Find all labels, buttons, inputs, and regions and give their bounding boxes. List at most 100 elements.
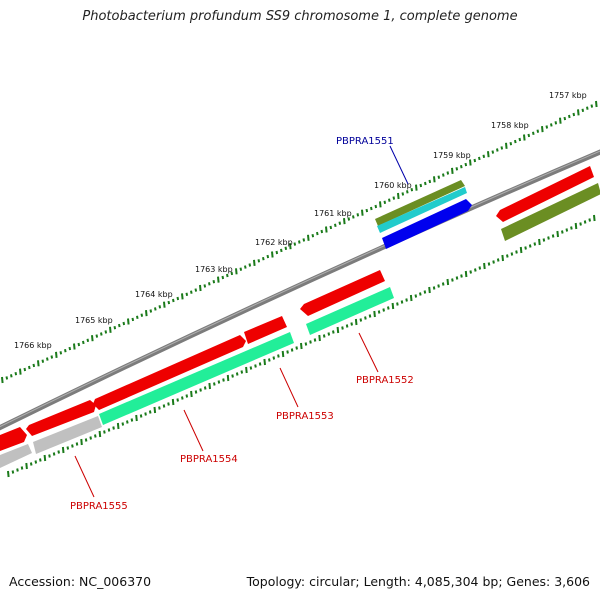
minor-tick [374, 204, 378, 209]
minor-tick [185, 292, 189, 296]
gene-feature[interactable] [501, 183, 600, 241]
gene-feature[interactable] [306, 287, 394, 335]
minor-tick [172, 298, 175, 303]
gene-feature[interactable] [33, 416, 102, 454]
cds-feature[interactable] [382, 199, 472, 249]
minor-tick [311, 234, 315, 238]
cds-feature[interactable] [0, 427, 27, 451]
minor-tick [280, 248, 283, 253]
minor-tick [345, 324, 349, 328]
minor-tick [71, 444, 74, 448]
minor-tick [208, 282, 211, 286]
major-tick [307, 234, 310, 241]
minor-tick [84, 438, 88, 442]
minor-tick [406, 190, 409, 194]
minor-tick [122, 321, 126, 326]
minor-tick [212, 280, 216, 284]
minor-tick [474, 268, 477, 272]
minor-tick [131, 317, 135, 322]
gene-feature[interactable] [377, 187, 467, 233]
minor-tick [94, 434, 97, 438]
minor-tick [167, 300, 171, 305]
minor-tick [167, 402, 170, 406]
minor-tick [221, 275, 225, 280]
major-tick [523, 134, 526, 141]
gene-feature[interactable] [0, 444, 32, 468]
scale-labels: 1757 kbp 1758 kbp 1759 kbp 1760 kbp 1761 kbp… [14, 91, 587, 350]
minor-tick [222, 378, 225, 382]
minor-tick [50, 355, 54, 359]
gene-feature[interactable] [375, 180, 465, 226]
minor-tick [320, 229, 324, 234]
minor-tick [327, 332, 331, 336]
minor-tick [405, 298, 408, 302]
minor-tick [226, 273, 229, 278]
gene-label-pbpra1553[interactable]: PBPRA1553 [276, 411, 334, 422]
minor-tick [130, 418, 134, 422]
scale-label: 1766 kbp [14, 341, 52, 350]
cds-feature[interactable] [244, 316, 287, 344]
minor-tick [487, 262, 491, 266]
minor-tick [338, 221, 342, 225]
major-tick [163, 301, 166, 308]
minor-tick [41, 359, 45, 363]
major-tick [226, 374, 230, 382]
gene-feature[interactable] [99, 332, 294, 425]
minor-tick [364, 316, 367, 320]
minor-tick [293, 242, 297, 246]
minor-tick [551, 234, 555, 238]
major-tick [538, 238, 541, 246]
cds-feature[interactable] [496, 166, 594, 222]
minor-tick [217, 380, 221, 384]
minor-tick [176, 296, 180, 301]
minor-tick [284, 246, 288, 250]
minor-tick [57, 450, 60, 454]
minor-tick [113, 326, 117, 330]
major-tick [55, 351, 58, 358]
scale-label: 1763 kbp [195, 265, 233, 274]
gene-label-pbpra1552[interactable]: PBPRA1552 [356, 375, 414, 386]
cds-feature[interactable] [300, 270, 385, 316]
minor-tick [515, 250, 518, 254]
major-tick [80, 438, 83, 446]
minor-tick [322, 334, 326, 338]
minor-tick [329, 225, 333, 230]
minor-tick [144, 412, 147, 416]
leader-line [358, 332, 379, 373]
minor-tick [370, 206, 373, 211]
cds-feature[interactable] [93, 335, 246, 410]
minor-tick [424, 181, 427, 186]
minor-tick [68, 346, 72, 351]
minor-tick [181, 396, 184, 400]
major-tick [281, 350, 285, 358]
minor-tick [509, 142, 513, 146]
gene-label-pbpra1555[interactable]: PBPRA1555 [70, 501, 128, 512]
minor-tick [423, 290, 427, 294]
minor-tick [414, 294, 418, 298]
minor-tick [586, 106, 589, 110]
minor-tick [527, 133, 531, 138]
major-tick [37, 360, 40, 367]
cds-feature[interactable] [26, 400, 96, 436]
minor-tick [446, 171, 450, 175]
major-tick [446, 278, 450, 286]
minor-tick [368, 314, 372, 318]
minor-tick [185, 394, 189, 398]
minor-tick [298, 240, 301, 244]
minor-tick [383, 200, 387, 204]
minor-tick [52, 452, 56, 456]
minor-tick [28, 365, 31, 370]
major-tick [428, 286, 431, 294]
gene-label-pbpra1554[interactable]: PBPRA1554 [180, 454, 238, 465]
minor-tick [536, 129, 540, 133]
major-tick [577, 109, 580, 116]
gene-label-pbpra1551[interactable]: PBPRA1551 [336, 136, 394, 147]
minor-tick [199, 388, 202, 392]
minor-tick [524, 246, 527, 250]
minor-tick [554, 121, 558, 125]
major-tick [98, 430, 102, 438]
major-tick [153, 406, 157, 414]
minor-tick [39, 458, 42, 462]
minor-tick [442, 173, 445, 177]
